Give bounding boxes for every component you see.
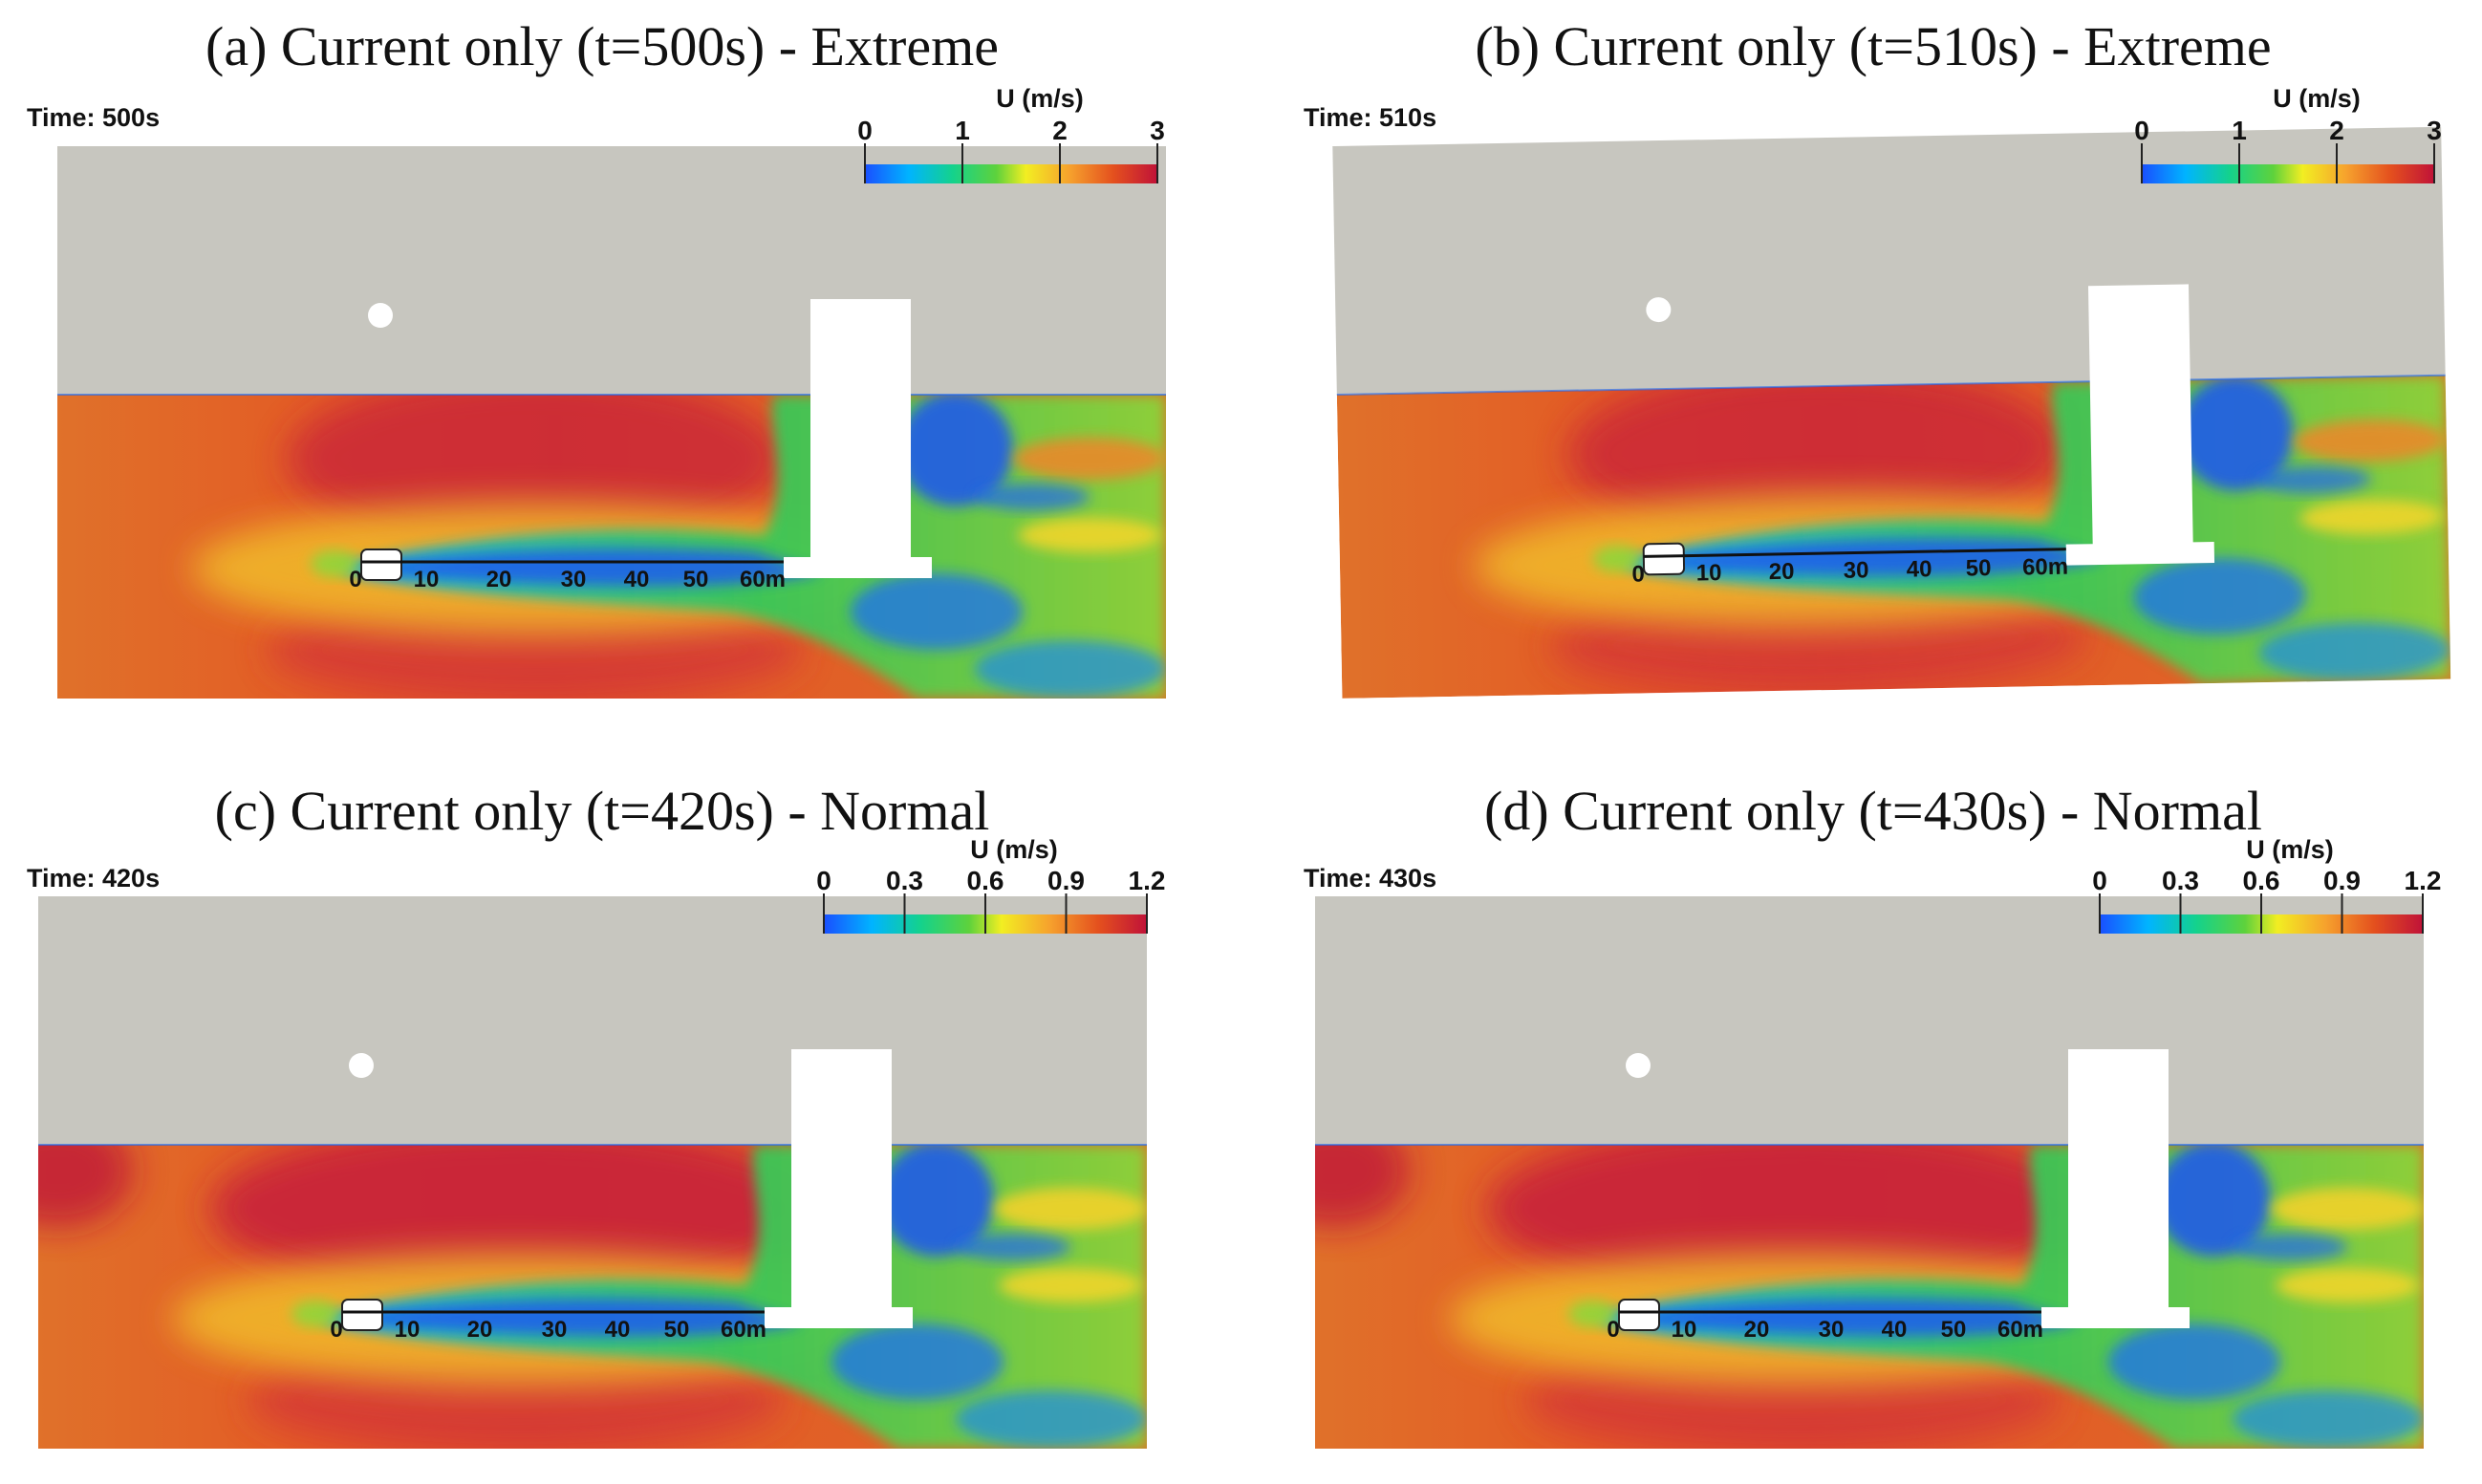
colorbar-tick-label: 0	[2092, 866, 2107, 895]
panel-a: (a) Current only (t=500s) - Extreme Time:…	[27, 15, 1166, 699]
air-region	[38, 896, 1147, 1145]
tower-structure	[2065, 284, 2215, 566]
colorbar-tick-label: 3	[1150, 116, 1165, 145]
tower-structure	[2041, 1049, 2190, 1328]
ruler-tick-label: 60m	[2022, 554, 2069, 581]
colorbar-tick-label: 0.3	[886, 866, 923, 895]
colorbar-title: U (m/s)	[2273, 84, 2361, 113]
ruler-tick-label: 50	[683, 567, 709, 592]
time-label: Time: 430s	[1304, 864, 1436, 893]
colorbar-gradient	[2142, 164, 2434, 183]
probe-marker	[368, 303, 393, 328]
ruler-tick-label: 40	[605, 1317, 631, 1343]
ruler-tick-label: 60m	[1997, 1317, 2043, 1343]
submerged-body	[341, 1299, 383, 1331]
submerged-body	[1642, 542, 1686, 576]
time-label: Time: 500s	[27, 103, 160, 132]
water-region	[1336, 375, 2451, 699]
colorbar-tick-label: 0	[816, 866, 831, 895]
ruler-tick-label: 30	[1844, 557, 1869, 583]
distance-ruler	[1643, 548, 2066, 558]
time-label: Time: 510s	[1304, 103, 1436, 132]
colorbar-tick-label: 1	[2232, 116, 2247, 145]
ruler-tick-label: 60m	[740, 567, 786, 592]
ruler-tick-label: 0	[1607, 1317, 1619, 1343]
probe-marker	[1646, 297, 1672, 323]
ruler-tick-label: 30	[1819, 1317, 1845, 1343]
ruler-tick-label: 40	[1907, 556, 1932, 582]
ruler-tick-label: 30	[561, 567, 587, 592]
colorbar-title: U (m/s)	[970, 835, 1058, 864]
colorbar: U (m/s) 0 1 2 3	[857, 84, 1165, 183]
colorbar-tick-label: 0.3	[2162, 866, 2199, 895]
ruler-tick-label: 20	[486, 567, 512, 592]
water-region	[38, 1145, 1147, 1449]
colorbar-gradient	[865, 164, 1157, 183]
probe-marker	[1626, 1053, 1651, 1078]
ruler-tick-label: 10	[1696, 560, 1722, 586]
air-region	[57, 146, 1166, 395]
tower-structure	[784, 299, 932, 578]
time-label: Time: 420s	[27, 864, 160, 893]
ruler-tick-label: 20	[1744, 1317, 1770, 1343]
flow-field: 0 10 20 30 40 50 60m	[1315, 896, 2424, 1449]
flow-field: 0 10 20 30 40 50 60m	[38, 896, 1147, 1449]
panel-title: (c) Current only (t=420s) - Normal	[215, 780, 990, 842]
colorbar-tick-label: 1.2	[2405, 866, 2442, 895]
colorbar-tick-label: 0.6	[967, 866, 1004, 895]
submerged-body	[1618, 1299, 1660, 1331]
ruler-tick-label: 20	[1769, 559, 1795, 585]
colorbar: U (m/s) 0 1 2 3	[2134, 84, 2442, 183]
colorbar-tick-label: 1	[955, 116, 970, 145]
ruler-tick-label: 50	[1966, 555, 1992, 581]
tower-structure	[765, 1049, 913, 1328]
colorbar-tick-label: 0.9	[2323, 866, 2361, 895]
ruler-tick-label: 20	[467, 1317, 493, 1343]
colorbar-tick-label: 2	[1052, 116, 1068, 145]
panel-c: (c) Current only (t=420s) - Normal Time: …	[27, 780, 1165, 1449]
flow-field: 0 10 20 30 40 50 60m	[1332, 126, 2451, 699]
colorbar-tick-label: 1.2	[1129, 866, 1166, 895]
colorbar-tick-label: 0	[857, 116, 873, 145]
ruler-tick-label: 60m	[721, 1317, 766, 1343]
colorbar-tick-label: 0	[2134, 116, 2149, 145]
panel-title: (b) Current only (t=510s) - Extreme	[1475, 15, 2271, 77]
ruler-tick-label: 50	[1941, 1317, 1967, 1343]
ruler-tick-label: 10	[395, 1317, 421, 1343]
ruler-tick-label: 40	[1882, 1317, 1908, 1343]
water-region	[57, 395, 1166, 699]
colorbar-tick-label: 2	[2329, 116, 2344, 145]
colorbar-tick-label: 0.9	[1047, 866, 1085, 895]
colorbar: U (m/s) 0 0.3 0.6 0.9 1.2	[816, 835, 1165, 934]
flow-field: 0 10 20 30 40 50 60m	[57, 146, 1166, 699]
colorbar-title: U (m/s)	[2246, 835, 2334, 864]
probe-marker	[349, 1053, 374, 1078]
ruler-tick-label: 40	[624, 567, 650, 592]
panel-title: (a) Current only (t=500s) - Extreme	[205, 15, 999, 77]
submerged-body	[360, 548, 402, 581]
ruler-tick-label: 30	[542, 1317, 568, 1343]
colorbar: U (m/s) 0 0.3 0.6 0.9 1.2	[2092, 835, 2441, 934]
colorbar-title: U (m/s)	[996, 84, 1084, 113]
panel-b: (b) Current only (t=510s) - Extreme Time:…	[1304, 15, 2451, 699]
colorbar-tick-label: 3	[2427, 116, 2442, 145]
ruler-tick-label: 0	[349, 567, 361, 592]
ruler-tick-label: 0	[330, 1317, 342, 1343]
ruler-tick-label: 0	[1631, 561, 1645, 587]
colorbar-tick-label: 0.6	[2243, 866, 2280, 895]
ruler-tick-label: 10	[1672, 1317, 1697, 1343]
ruler-tick-label: 50	[664, 1317, 690, 1343]
panel-title: (d) Current only (t=430s) - Normal	[1484, 780, 2262, 842]
water-region	[1315, 1145, 2424, 1449]
panel-d: (d) Current only (t=430s) - Normal Time: …	[1304, 780, 2441, 1449]
air-region	[1315, 896, 2424, 1145]
ruler-tick-label: 10	[414, 567, 440, 592]
